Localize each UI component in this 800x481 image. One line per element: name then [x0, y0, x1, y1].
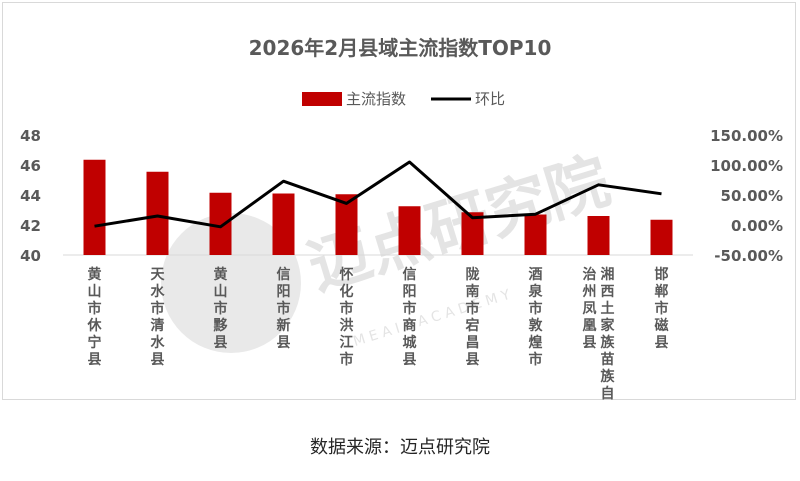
category-label: 信阳市新县 [277, 266, 291, 351]
category-label: 天水市清水县 [151, 267, 166, 368]
category-label: 陇南市宕昌县 [466, 266, 480, 368]
bar [272, 193, 295, 255]
chart-svg: 迈点研究院 M E A I N A C A D E M Y 2026年2月县域主… [20, 36, 783, 401]
bar [461, 212, 484, 255]
left-tick-label: 44 [20, 187, 41, 205]
bar [83, 159, 106, 255]
category-label: 治州凤凰县 [582, 266, 597, 351]
left-tick-label: 46 [20, 157, 41, 175]
bar-series [83, 159, 673, 255]
bar [146, 171, 169, 255]
right-tick-label: 150.00% [710, 127, 783, 145]
left-axis-ticks: 40 42 44 46 48 [20, 127, 41, 265]
source-caption: 数据来源：迈点研究院 [310, 437, 490, 458]
watermark-sub-text: M E A I N A C A D E M Y [351, 287, 512, 350]
bar [587, 216, 610, 255]
bar [650, 219, 673, 255]
chart-frame: 迈点研究院 M E A I N A C A D E M Y 2026年2月县域主… [2, 2, 796, 401]
right-tick-label: 100.00% [710, 157, 783, 175]
category-labels: 黄山市休宁县 天水市清水县 黄山市黟县 信阳市新县 怀化市洪江市 信阳市商城县 陇南市宕昌县… [87, 266, 669, 401]
right-tick-label: -50.00% [714, 247, 783, 265]
legend-line-label: 环比 [475, 90, 505, 108]
right-tick-label: 50.00% [721, 187, 783, 205]
legend: 主流指数 环比 [302, 90, 505, 108]
bar [209, 192, 232, 255]
bar [398, 206, 421, 255]
legend-bar-label: 主流指数 [346, 90, 406, 108]
right-tick-label: 0.00% [731, 217, 783, 235]
bar [335, 194, 358, 255]
category-label: 湘西土家族苗族自 [601, 266, 616, 401]
legend-bar-swatch [302, 92, 342, 106]
watermark-logo-icon [161, 213, 301, 353]
left-tick-label: 40 [20, 247, 41, 265]
chart-title: 2026年2月县域主流指数TOP10 [249, 36, 552, 60]
ratio-line [94, 160, 662, 229]
category-label: 黄山市休宁县 [87, 266, 103, 368]
category-label: 黄山市黟县 [214, 266, 228, 351]
right-axis-ticks: -50.00% 0.00% 50.00% 100.00% 150.00% [710, 127, 783, 265]
left-tick-label: 42 [20, 217, 41, 235]
category-label: 怀化市洪江市 [340, 266, 354, 368]
bar [524, 214, 547, 255]
category-label: 酒泉市敦煌市 [529, 267, 544, 368]
left-tick-label: 48 [20, 127, 41, 145]
category-label: 邯郸市磁县 [655, 266, 669, 351]
category-label: 信阳市商城县 [403, 266, 417, 368]
